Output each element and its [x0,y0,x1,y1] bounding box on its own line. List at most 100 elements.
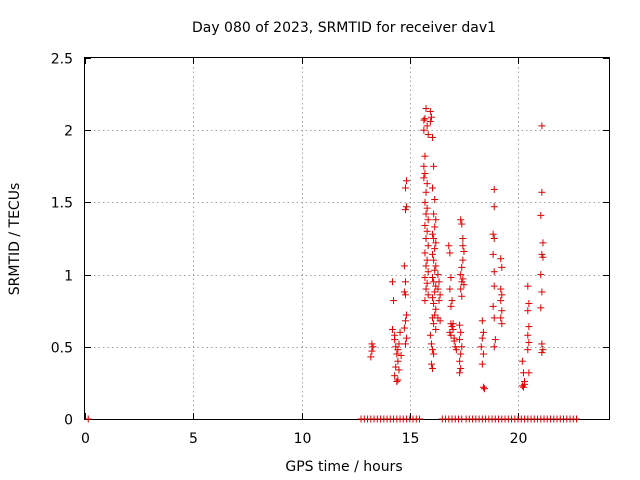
data-point [396,328,404,336]
data-point [518,357,526,365]
data-point [448,297,456,305]
data-point [401,184,409,192]
data-point [447,302,455,310]
y-tick-label: 2.5 [51,52,73,68]
data-point [458,292,466,300]
data-point [538,349,546,357]
data-point [369,343,377,351]
data-point [525,299,533,307]
data-point [421,198,429,206]
data-point [420,162,428,170]
data-point [431,266,439,274]
data-point [403,311,411,319]
data-point [458,263,466,271]
data-point [422,235,430,242]
data-point [429,133,437,141]
data-point [435,278,443,286]
data-point [449,320,457,328]
data-point [424,268,432,276]
data-point [525,369,533,377]
data-point [456,336,464,344]
data-point [498,291,506,299]
data-point [490,235,498,242]
data-point [524,282,532,290]
plot-frame [84,57,610,420]
data-point [457,328,465,336]
data-point [423,204,431,212]
data-point [458,220,466,228]
data-point [458,343,466,351]
y-tick-label: 2 [64,124,73,140]
data-point [400,288,408,296]
x-tick-label: 0 [81,431,90,447]
data-point [538,340,546,348]
data-point [537,211,545,219]
data-point [432,305,440,313]
data-point [420,174,428,182]
data-point [452,346,460,354]
data-point [420,116,428,124]
data-point [457,350,465,358]
x-tick-label: 20 [510,431,528,447]
data-point [489,230,497,238]
data-point [490,343,498,351]
data-point [459,242,467,250]
data-point [480,385,488,393]
data-point [450,337,458,345]
data-point [498,320,506,328]
data-point [423,122,431,130]
data-point [429,346,437,354]
data-point [422,105,430,113]
data-point [427,340,435,348]
data-point [421,297,429,305]
data-point [403,203,411,211]
y-tick-label: 1 [64,269,73,285]
data-point [430,350,438,358]
data-point [538,288,546,296]
data-point [368,340,376,348]
data-point [457,216,465,224]
y-tick-label: 0.5 [51,341,73,357]
data-point [429,250,437,258]
data-point [457,285,465,293]
data-point [478,334,486,342]
data-point [424,216,432,224]
data-point [429,364,437,372]
data-point [524,307,532,315]
data-point [456,357,464,365]
data-point [538,250,546,258]
data-point [421,115,429,123]
x-axis-label: GPS time / hours [285,459,402,475]
y-axis-label: SRMTID / TECUs [7,183,23,296]
data-point [388,278,396,286]
data-point [391,336,399,344]
data-point [393,377,401,385]
data-point [429,273,437,281]
data-point [490,282,498,290]
data-point [497,255,505,263]
data-point [479,350,487,358]
data-point [430,210,438,218]
data-point [394,376,402,384]
data-point [421,273,429,281]
data-point [394,357,402,365]
data-point [490,268,498,276]
data-point [422,285,430,293]
data-point [432,262,440,270]
data-point [397,351,405,359]
data-point [426,107,434,115]
data-point [400,324,408,332]
data-point [456,321,464,329]
data-point [430,299,438,307]
x-tick-label: 5 [189,431,198,447]
data-point [447,273,455,281]
y-tick-label: 0 [64,413,73,429]
data-point [434,271,442,279]
data-point [490,185,498,193]
data-point [538,188,546,196]
data-point [477,343,485,351]
data-point [445,242,453,250]
data-point [525,323,533,331]
data-point [489,250,497,258]
